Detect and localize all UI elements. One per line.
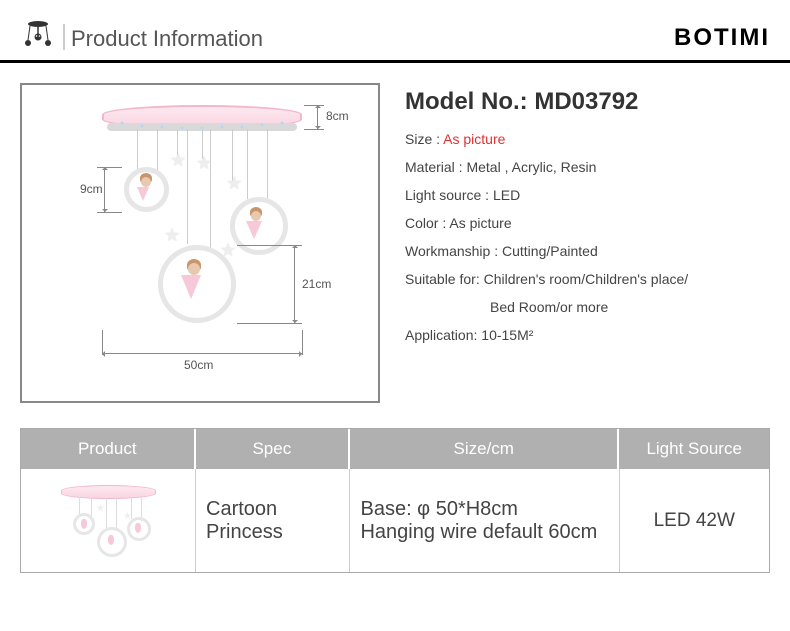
info-material: Material : Metal , Acrylic, Resin bbox=[405, 159, 770, 175]
dim-21cm: 21cm bbox=[302, 277, 331, 291]
brand-logo: BOTIMI bbox=[674, 24, 770, 52]
info-panel: Model No.: MD03792 Size : As picture Mat… bbox=[405, 83, 770, 403]
info-size: Size : As picture bbox=[405, 131, 770, 147]
table-row: ★ ★ Cartoon Princess Base: φ 50*H8cm Han… bbox=[21, 469, 769, 572]
info-lightsource: Light source : LED bbox=[405, 187, 770, 203]
page-title: Product Information bbox=[71, 26, 674, 52]
th-spec: Spec bbox=[196, 429, 351, 469]
chandelier-icon bbox=[20, 20, 56, 52]
product-diagram: 8cm ★ ★ ★ ★ ★ bbox=[20, 83, 380, 403]
td-spec: Cartoon Princess bbox=[196, 469, 350, 572]
spec-table: Product Spec Size/cm Light Source ★ ★ bbox=[20, 428, 770, 573]
dim-9cm: 9cm bbox=[80, 182, 103, 196]
dim-8cm: 8cm bbox=[326, 109, 349, 123]
info-suitable-2: Bed Room/or more bbox=[405, 299, 770, 315]
th-size: Size/cm bbox=[350, 429, 619, 469]
td-product-image: ★ ★ bbox=[21, 469, 196, 572]
info-suitable: Suitable for: Children's room/Children's… bbox=[405, 271, 770, 287]
th-product: Product bbox=[21, 429, 196, 469]
td-size: Base: φ 50*H8cm Hanging wire default 60c… bbox=[350, 469, 619, 572]
th-light: Light Source bbox=[619, 429, 769, 469]
content-row: 8cm ★ ★ ★ ★ ★ bbox=[0, 83, 790, 403]
header-row: Product Information BOTIMI bbox=[0, 0, 790, 63]
info-application: Application: 10-15M² bbox=[405, 327, 770, 343]
dim-50cm: 50cm bbox=[184, 358, 213, 372]
table-header-row: Product Spec Size/cm Light Source bbox=[21, 429, 769, 469]
info-color: Color : As picture bbox=[405, 215, 770, 231]
td-light: LED 42W bbox=[620, 469, 770, 572]
info-workmanship: Workmanship : Cutting/Painted bbox=[405, 243, 770, 259]
model-number: Model No.: MD03792 bbox=[405, 88, 770, 116]
